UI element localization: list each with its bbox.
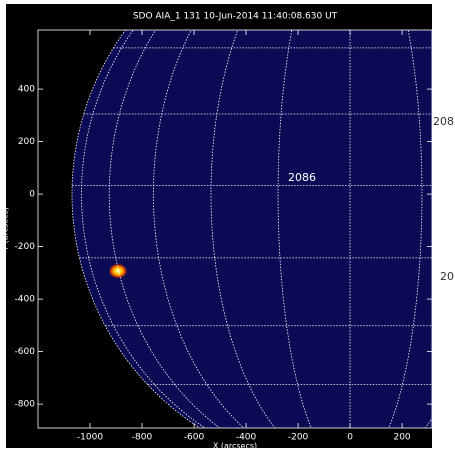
x-tick-label: -400 <box>236 433 257 443</box>
page: SDO AIA_1 131 10-Jun-2014 11:40:08.630 U… <box>0 0 455 452</box>
annotation: 208 <box>433 115 454 128</box>
x-tick-label: -200 <box>288 433 309 443</box>
x-tick-label: -1000 <box>77 433 103 443</box>
chart: SDO AIA_1 131 10-Jun-2014 11:40:08.630 U… <box>0 0 455 452</box>
y-tick-label: 400 <box>18 85 35 95</box>
flare <box>108 263 128 279</box>
y-tick-label: 0 <box>29 190 35 200</box>
y-tick-label: -200 <box>15 242 36 252</box>
y-axis-label: Y (arcsecs) <box>1 207 10 252</box>
chart-title: SDO AIA_1 131 10-Jun-2014 11:40:08.630 U… <box>133 12 338 22</box>
annotation: 2086 <box>288 171 316 184</box>
x-tick-label: -600 <box>184 433 205 443</box>
x-tick-label: 0 <box>347 433 353 443</box>
y-tick-label: -600 <box>15 347 36 357</box>
x-axis-label: X (arcsecs) <box>213 442 257 451</box>
x-tick-label: 200 <box>393 433 410 443</box>
y-tick-label: -800 <box>15 400 36 410</box>
y-tick-label: -400 <box>15 295 36 305</box>
annotation: 20 <box>440 270 454 283</box>
y-tick-label: 200 <box>18 137 35 147</box>
x-tick-label: -800 <box>132 433 153 443</box>
